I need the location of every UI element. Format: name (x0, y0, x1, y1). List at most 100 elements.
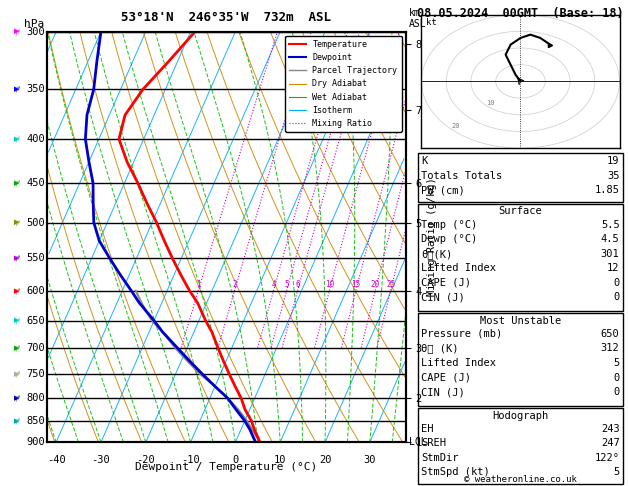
Text: >>: >> (14, 217, 24, 227)
Text: 700: 700 (26, 343, 45, 353)
Text: StmSpd (kt): StmSpd (kt) (421, 468, 490, 477)
Text: -40: -40 (47, 455, 65, 466)
Text: 800: 800 (26, 393, 45, 403)
Text: >>: >> (14, 315, 24, 326)
Text: K: K (421, 156, 428, 166)
Text: Pressure (mb): Pressure (mb) (421, 329, 503, 339)
Text: ▶: ▶ (14, 288, 19, 294)
Text: 450: 450 (26, 178, 45, 188)
Text: ▶: ▶ (14, 180, 19, 186)
Text: >>: >> (14, 84, 24, 94)
Text: >>: >> (14, 134, 24, 144)
Text: 25: 25 (386, 280, 395, 289)
Text: SREH: SREH (421, 438, 447, 448)
Text: ▶: ▶ (14, 255, 19, 261)
Text: 5: 5 (613, 468, 620, 477)
Text: 0: 0 (613, 278, 620, 288)
Text: Lifted Index: Lifted Index (421, 358, 496, 368)
Text: 650: 650 (26, 315, 45, 326)
Text: 0: 0 (613, 293, 620, 302)
Text: 1.85: 1.85 (594, 185, 620, 195)
Text: -10: -10 (181, 455, 200, 466)
Text: θᴄ(K): θᴄ(K) (421, 249, 453, 259)
Text: 850: 850 (26, 416, 45, 426)
Text: ▶: ▶ (14, 29, 19, 35)
Text: Surface: Surface (499, 207, 542, 216)
Text: 312: 312 (601, 344, 620, 353)
Text: ▶: ▶ (14, 418, 19, 424)
Text: PW (cm): PW (cm) (421, 185, 465, 195)
Text: 0: 0 (232, 455, 238, 466)
Text: >>: >> (14, 26, 24, 37)
Text: 10: 10 (274, 455, 286, 466)
Text: 19: 19 (607, 156, 620, 166)
Text: 30: 30 (364, 455, 376, 466)
Text: 20: 20 (319, 455, 331, 466)
Y-axis label: Mixing Ratio (g/kg): Mixing Ratio (g/kg) (427, 177, 437, 296)
Text: 12: 12 (607, 263, 620, 273)
Text: 4: 4 (271, 280, 276, 289)
Text: 15: 15 (351, 280, 360, 289)
Text: 6: 6 (295, 280, 300, 289)
Text: 20: 20 (370, 280, 380, 289)
Text: 10: 10 (325, 280, 334, 289)
Legend: Temperature, Dewpoint, Parcel Trajectory, Dry Adiabat, Wet Adiabat, Isotherm, Mi: Temperature, Dewpoint, Parcel Trajectory… (285, 36, 401, 132)
Text: Hodograph: Hodograph (493, 411, 548, 420)
Text: -30: -30 (92, 455, 110, 466)
Text: Totals Totals: Totals Totals (421, 171, 503, 181)
Text: CAPE (J): CAPE (J) (421, 373, 471, 382)
Text: Temp (°C): Temp (°C) (421, 220, 477, 229)
Text: 0: 0 (613, 387, 620, 397)
Text: 300: 300 (26, 27, 45, 36)
Text: Dewp (°C): Dewp (°C) (421, 234, 477, 244)
Text: km
ASL: km ASL (409, 8, 426, 29)
Text: >>: >> (14, 343, 24, 353)
Text: 1: 1 (196, 280, 201, 289)
Text: 08.05.2024  00GMT  (Base: 18): 08.05.2024 00GMT (Base: 18) (417, 7, 624, 20)
Text: 10: 10 (486, 100, 494, 106)
Text: 900: 900 (26, 437, 45, 447)
Text: ▶: ▶ (14, 346, 19, 351)
Text: >>: >> (14, 178, 24, 188)
Text: ▶: ▶ (14, 395, 19, 401)
Text: 0: 0 (613, 373, 620, 382)
Text: ▶: ▶ (14, 318, 19, 324)
Text: LCL: LCL (409, 437, 427, 447)
Text: 122°: 122° (594, 453, 620, 463)
Text: EH: EH (421, 424, 434, 434)
Text: 2: 2 (232, 280, 237, 289)
Text: 350: 350 (26, 84, 45, 94)
Text: >>: >> (14, 286, 24, 296)
Text: θᴄ (K): θᴄ (K) (421, 344, 459, 353)
Text: CIN (J): CIN (J) (421, 387, 465, 397)
Text: 301: 301 (601, 249, 620, 259)
Text: CIN (J): CIN (J) (421, 293, 465, 302)
Text: ▶: ▶ (14, 371, 19, 377)
Text: hPa: hPa (24, 19, 44, 29)
Text: 550: 550 (26, 253, 45, 263)
Text: 5: 5 (284, 280, 289, 289)
Text: Lifted Index: Lifted Index (421, 263, 496, 273)
Text: 5: 5 (613, 358, 620, 368)
Text: 750: 750 (26, 369, 45, 379)
Text: >>: >> (14, 369, 24, 379)
Text: 243: 243 (601, 424, 620, 434)
Text: -20: -20 (136, 455, 155, 466)
Text: © weatheronline.co.uk: © weatheronline.co.uk (464, 474, 577, 484)
Text: 35: 35 (607, 171, 620, 181)
Text: kt: kt (426, 17, 437, 27)
Text: 20: 20 (451, 123, 460, 129)
Text: 5.5: 5.5 (601, 220, 620, 229)
Text: >>: >> (14, 253, 24, 263)
Text: 53°18'N  246°35'W  732m  ASL: 53°18'N 246°35'W 732m ASL (121, 11, 331, 24)
Text: 650: 650 (601, 329, 620, 339)
Text: ▶: ▶ (14, 86, 19, 92)
Text: >>: >> (14, 393, 24, 403)
Text: CAPE (J): CAPE (J) (421, 278, 471, 288)
Text: ▶: ▶ (14, 220, 19, 226)
Text: 500: 500 (26, 218, 45, 227)
X-axis label: Dewpoint / Temperature (°C): Dewpoint / Temperature (°C) (135, 462, 318, 472)
Text: 600: 600 (26, 286, 45, 295)
Text: Most Unstable: Most Unstable (480, 316, 561, 326)
Text: StmDir: StmDir (421, 453, 459, 463)
